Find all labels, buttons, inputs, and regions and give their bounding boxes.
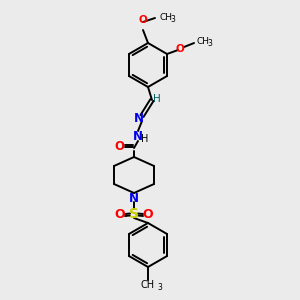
Text: CH: CH <box>141 280 155 290</box>
Text: O: O <box>139 15 147 25</box>
Text: H: H <box>153 94 161 104</box>
Text: S: S <box>129 207 139 221</box>
Text: 3: 3 <box>170 14 175 23</box>
Text: N: N <box>134 112 144 125</box>
Text: O: O <box>176 44 184 54</box>
Text: H: H <box>141 134 149 144</box>
Text: CH: CH <box>196 38 209 46</box>
Text: N: N <box>129 193 139 206</box>
Text: 3: 3 <box>207 40 212 49</box>
Text: N: N <box>133 130 143 143</box>
Text: O: O <box>114 140 124 154</box>
Text: 3: 3 <box>157 283 162 292</box>
Text: O: O <box>115 208 125 220</box>
Text: O: O <box>143 208 153 220</box>
Text: CH: CH <box>159 13 172 22</box>
